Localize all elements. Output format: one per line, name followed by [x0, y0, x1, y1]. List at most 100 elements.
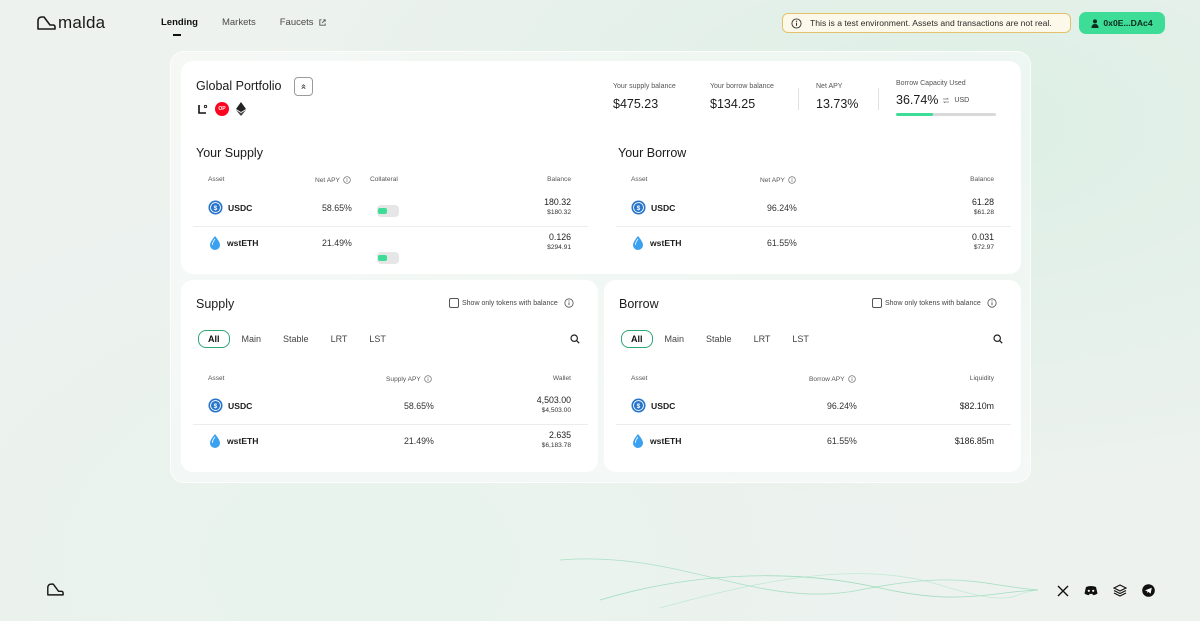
your-borrow-title: Your Borrow: [618, 146, 687, 160]
col-asset: Asset: [208, 375, 225, 382]
tab-main[interactable]: Main: [664, 334, 685, 344]
x-icon[interactable]: [1057, 585, 1069, 597]
global-portfolio-card: Global Portfolio OP Your supply balance …: [181, 61, 1021, 274]
docs-icon[interactable]: [1113, 584, 1127, 597]
nav-faucets-label: Faucets: [279, 17, 314, 28]
tab-all[interactable]: All: [198, 330, 230, 348]
wallet-balance-usd: $6,183.78: [541, 442, 571, 449]
swap-icon[interactable]: [942, 97, 950, 104]
balance: 0.126: [548, 232, 571, 242]
borrow-balance-value: $134.25: [710, 97, 756, 111]
wallet-balance: 2.635: [548, 430, 571, 440]
portfolio-title: Global Portfolio: [196, 79, 282, 93]
stats-divider: [798, 88, 799, 110]
col-asset: Asset: [208, 176, 225, 183]
nav-lending[interactable]: Lending: [161, 17, 198, 36]
net-apy-value: 13.73%: [816, 97, 859, 111]
ethereum-icon[interactable]: [236, 102, 246, 116]
balance-usd: $180.32: [547, 209, 571, 216]
wsteth-icon: [633, 434, 643, 448]
supply-market-row-usdc[interactable]: $ USDC: [208, 398, 252, 413]
tab-lrt[interactable]: LRT: [330, 334, 348, 344]
borrow-title: Borrow: [619, 297, 659, 311]
balance-cell: 61.28 $61.28: [934, 197, 994, 216]
svg-text:$: $: [214, 205, 218, 212]
asset-name: USDC: [228, 400, 253, 411]
supply-market-row-wsteth[interactable]: wstETH: [208, 433, 259, 449]
optimism-icon[interactable]: OP: [215, 102, 229, 116]
show-only-checkbox[interactable]: [449, 298, 459, 308]
row-divider: [616, 424, 1011, 425]
your-supply-row-usdc[interactable]: $ USDC: [208, 200, 252, 215]
info-icon[interactable]: [564, 298, 574, 308]
supply-apy: 58.65%: [404, 401, 434, 411]
linea-icon[interactable]: [197, 104, 208, 115]
search-icon[interactable]: [993, 334, 1003, 344]
row-divider: [616, 226, 1011, 227]
nav-markets[interactable]: Markets: [222, 17, 256, 28]
notice-text: This is a test environment. Assets and t…: [810, 18, 1052, 28]
your-borrow-row-wsteth[interactable]: wstETH: [631, 235, 682, 251]
show-only-checkbox[interactable]: [872, 298, 882, 308]
usdc-icon: $: [631, 200, 646, 215]
col-wallet: Wallet: [552, 375, 571, 382]
info-icon[interactable]: [424, 375, 432, 383]
main-nav: Lending Markets Faucets: [161, 17, 351, 36]
collateral-toggle[interactable]: [377, 252, 399, 264]
collateral-toggle[interactable]: [377, 205, 399, 217]
col-asset: Asset: [631, 176, 648, 183]
borrow-capacity-bar: [896, 113, 996, 116]
balance: 0.031: [971, 232, 994, 242]
info-icon[interactable]: [788, 176, 796, 184]
nav-lending-label: Lending: [161, 17, 198, 28]
borrow-capacity-value: 36.74%: [896, 93, 939, 107]
wallet-balance: 4,503.00: [536, 395, 571, 405]
discord-icon[interactable]: [1084, 585, 1098, 596]
usdc-icon: $: [208, 200, 223, 215]
col-balance: Balance: [970, 176, 994, 183]
show-only-balance-filter[interactable]: Show only tokens with balance: [872, 298, 997, 308]
collapse-portfolio-button[interactable]: [294, 77, 313, 96]
info-icon[interactable]: [343, 176, 351, 184]
col-borrow-apy-label: Borrow APY: [809, 375, 845, 383]
supply-title: Supply: [196, 297, 235, 311]
col-net-apy: Net APY: [315, 176, 351, 184]
col-borrow-apy: Borrow APY: [809, 375, 856, 383]
supply-balance-label: Your supply balance: [613, 83, 676, 90]
info-icon[interactable]: [987, 298, 997, 308]
tab-all[interactable]: All: [621, 330, 653, 348]
col-net-apy-label: Net APY: [315, 176, 340, 184]
tab-lst[interactable]: LST: [369, 334, 386, 344]
tab-stable[interactable]: Stable: [706, 334, 732, 344]
tab-lrt[interactable]: LRT: [753, 334, 771, 344]
tab-main[interactable]: Main: [241, 334, 262, 344]
info-icon[interactable]: [847, 375, 856, 383]
user-icon: [1091, 18, 1099, 28]
svg-text:$: $: [214, 403, 218, 410]
borrow-market-row-usdc[interactable]: $ USDC: [631, 398, 675, 413]
your-supply-title: Your Supply: [196, 146, 263, 160]
brand-logo[interactable]: malda: [36, 13, 105, 33]
show-only-balance-filter[interactable]: Show only tokens with balance: [449, 298, 574, 308]
your-borrow-row-usdc[interactable]: $ USDC: [631, 200, 675, 215]
wsteth-icon: [633, 236, 643, 250]
your-supply-row-wsteth[interactable]: wstETH: [208, 235, 259, 251]
balance-cell: 180.32 $180.32: [511, 197, 571, 216]
col-balance: Balance: [547, 176, 571, 183]
net-apy: 61.55%: [767, 238, 797, 248]
telegram-icon[interactable]: [1142, 584, 1155, 597]
footer-logo-icon[interactable]: [46, 582, 64, 597]
wallet-button[interactable]: 0x0E...DAc4: [1079, 12, 1165, 34]
top-bar: malda Lending Markets Faucets This is a …: [0, 0, 1200, 46]
balance-usd: $294.91: [547, 244, 571, 251]
borrow-market-row-wsteth[interactable]: wstETH: [631, 433, 682, 449]
row-divider: [193, 226, 588, 227]
tab-stable[interactable]: Stable: [283, 334, 309, 344]
nav-faucets[interactable]: Faucets: [280, 17, 327, 28]
search-icon[interactable]: [570, 334, 580, 344]
tab-lst[interactable]: LST: [792, 334, 809, 344]
usdc-icon: $: [631, 398, 646, 413]
col-collateral: Collateral: [370, 176, 398, 183]
social-links: [1057, 584, 1155, 597]
info-icon: [791, 17, 802, 29]
